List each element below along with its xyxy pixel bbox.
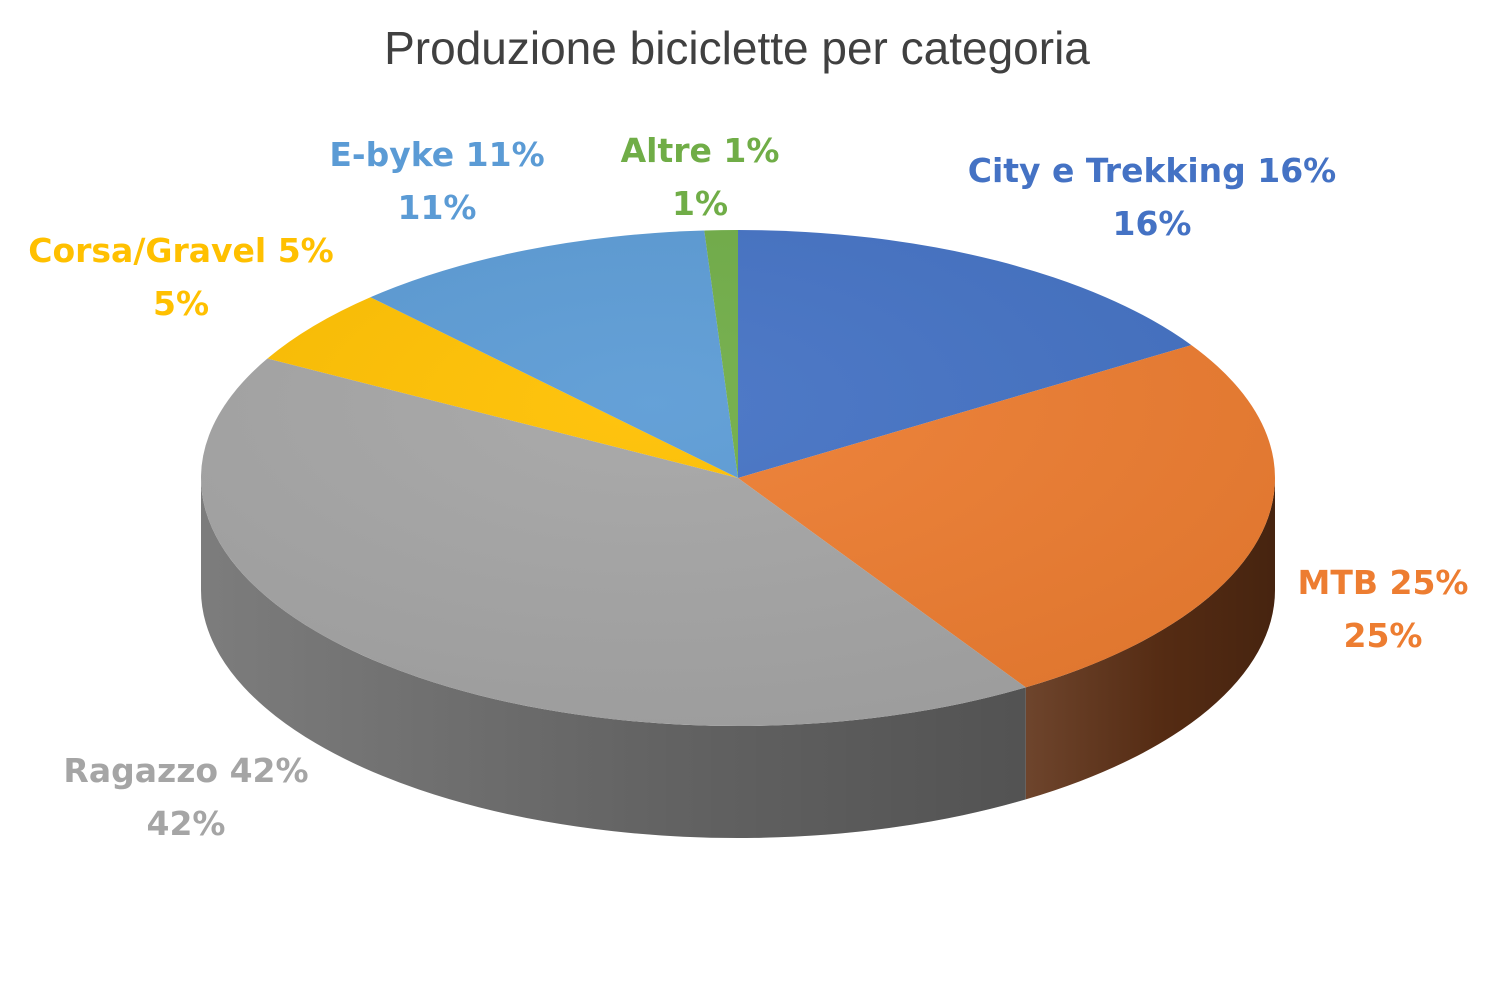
data-label-category-0: City e Trekking 16% [968, 151, 1337, 190]
data-label-value-1: 25% [1344, 616, 1423, 655]
slice-side-shade-1 [1025, 478, 1275, 800]
data-label-value-3: 5% [153, 284, 209, 323]
data-label-category-5: Altre 1% [621, 131, 780, 170]
data-label-value-2: 42% [147, 804, 226, 843]
data-label-value-0: 16% [1113, 204, 1192, 243]
data-label-value-5: 1% [672, 184, 728, 223]
data-labels-group: City e Trekking 16% 16% MTB 25% 25% Ragazzo … [28, 131, 1468, 843]
data-label-category-1: MTB 25% [1298, 563, 1469, 602]
data-label-category-4: E-byke 11% [329, 135, 544, 174]
data-label-category-3: Corsa/Gravel 5% [28, 231, 333, 270]
chart-title: Produzione biciclette per categoria [384, 22, 1090, 74]
data-label-category-2: Ragazzo 42% [63, 751, 308, 790]
pie-slices-group [200, 230, 1275, 838]
data-label-value-4: 11% [398, 188, 477, 227]
pie-top-sheen [201, 230, 1275, 726]
slice-side-shade-2 [201, 478, 1026, 838]
